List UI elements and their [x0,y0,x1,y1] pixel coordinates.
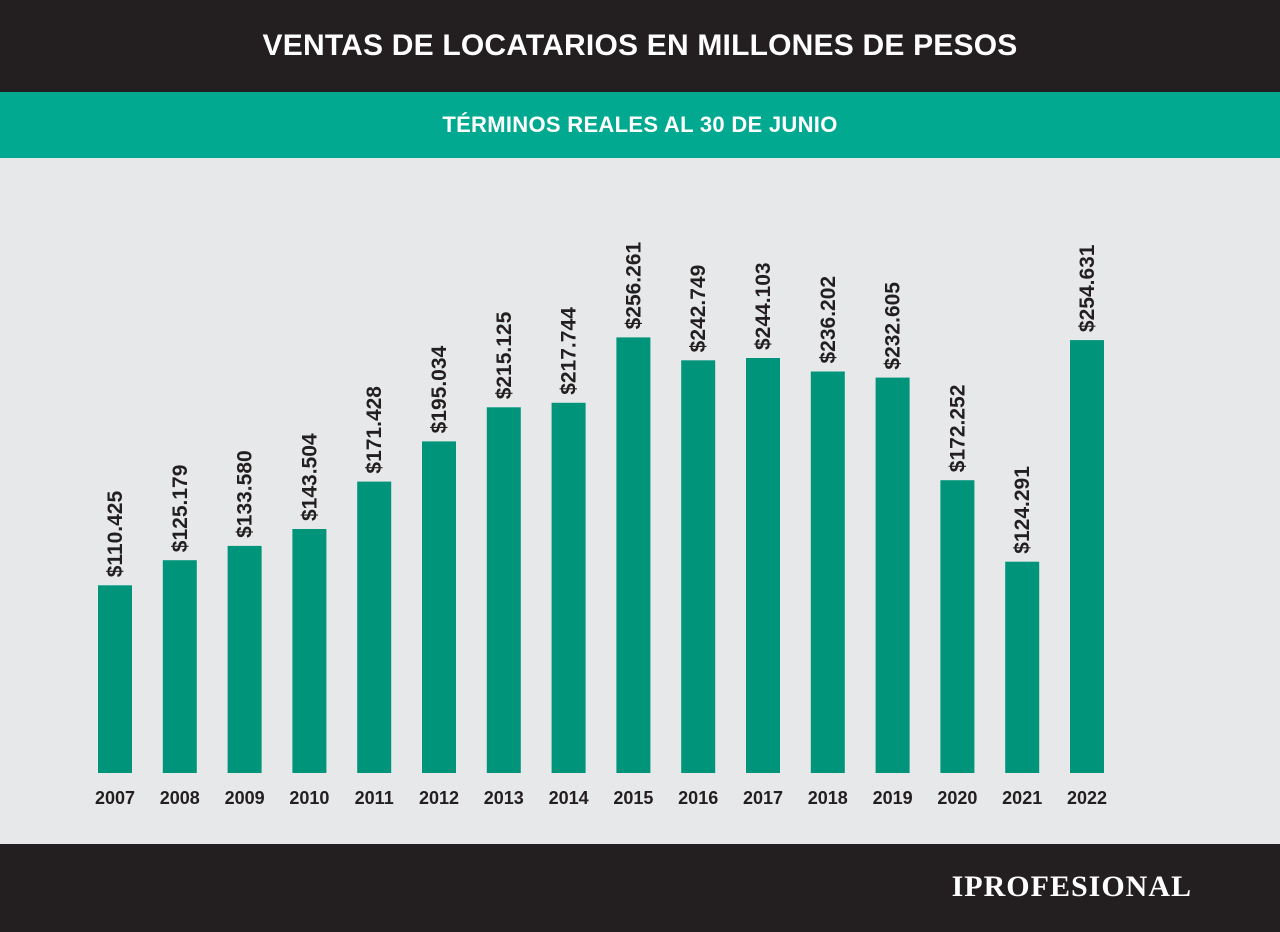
year-label-2017: 2017 [743,788,783,808]
bar-2016 [681,360,716,773]
chart-subtitle: TÉRMINOS REALES AL 30 DE JUNIO [442,112,838,137]
chart-title: VENTAS DE LOCATARIOS EN MILLONES DE PESO… [262,29,1018,62]
value-label-2013: $215.125 [493,311,516,399]
year-label-2009: 2009 [225,788,265,808]
bar-2020 [940,480,975,773]
bar-2010 [292,529,327,773]
bar-2022 [1070,340,1104,773]
bar-2008 [162,560,197,773]
bar-2018 [810,371,845,773]
year-label-2016: 2016 [678,788,718,808]
bar-2013 [486,407,521,773]
bar-2019 [875,377,910,773]
value-label-2011: $171.428 [363,386,386,474]
bar-2012 [422,441,456,773]
value-label-2015: $256.261 [622,241,645,329]
value-label-2014: $217.744 [558,307,581,395]
value-label-2010: $143.504 [298,433,321,521]
year-label-2020: 2020 [937,788,977,808]
chart-subheader: TÉRMINOS REALES AL 30 DE JUNIO [0,92,1280,158]
year-label-2021: 2021 [1002,788,1042,808]
year-label-2019: 2019 [873,788,913,808]
value-label-2018: $236.202 [817,276,840,364]
bar-2007 [98,585,132,773]
chart-footer: IPROFESIONAL [0,844,1280,932]
value-label-2009: $133.580 [234,450,257,538]
year-label-2012: 2012 [419,788,459,808]
year-label-2015: 2015 [613,788,653,808]
year-label-2014: 2014 [549,788,589,808]
year-label-2011: 2011 [355,788,394,808]
year-label-2007: 2007 [95,788,135,808]
bar-2009 [227,545,262,773]
year-label-2018: 2018 [808,788,848,808]
year-label-2013: 2013 [484,788,524,808]
bar-chart-svg: $110.425 2007 $125.179 2008 $133.580 2009 $143… [95,241,1107,808]
bar-2011 [357,481,392,773]
bar-2015 [616,337,651,773]
value-label-2016: $242.749 [687,265,710,353]
brand-logo: IPROFESIONAL [951,870,1192,903]
value-label-2019: $232.605 [882,282,905,370]
value-label-2020: $172.252 [946,385,969,473]
value-label-2021: $124.291 [1011,466,1034,554]
bar-2017 [746,358,780,773]
value-label-2008: $125.179 [169,465,192,553]
value-label-2022: $254.631 [1076,244,1099,332]
bar-2014 [551,402,586,773]
bar-2021 [1005,561,1040,773]
value-label-2017: $244.103 [752,262,775,350]
chart-header: VENTAS DE LOCATARIOS EN MILLONES DE PESO… [0,0,1280,92]
value-label-2007: $110.425 [104,491,127,578]
value-label-2012: $195.034 [428,345,451,433]
year-label-2022: 2022 [1067,788,1107,808]
bar-chart: $110.425 2007 $125.179 2008 $133.580 2009 $143… [0,158,1280,844]
year-label-2010: 2010 [289,788,329,808]
year-label-2008: 2008 [160,788,200,808]
